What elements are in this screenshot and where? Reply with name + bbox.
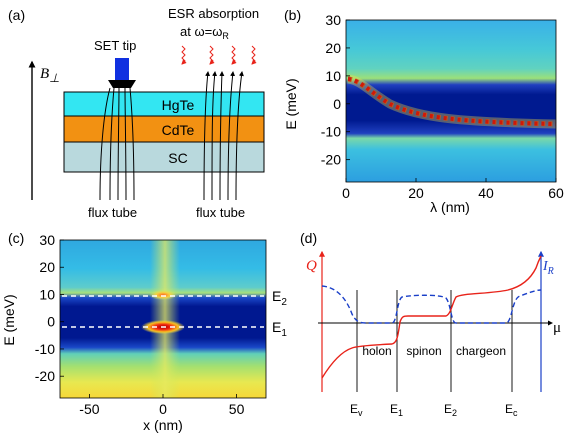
field-label: B⊥ [40, 66, 60, 85]
panel-c-ylabel: E (meV) [1, 294, 17, 345]
y-tick-label: 0 [47, 314, 55, 330]
panel-b-xticks: 0 20 40 60 [342, 178, 564, 201]
flux-tube-right [203, 71, 244, 201]
panel-b-yticks: 30 20 10 0 -10 -20 [321, 12, 350, 168]
x-tick-label: 60 [548, 185, 564, 201]
esr-photons [181, 45, 257, 65]
ir-curve [321, 285, 542, 324]
region-label-spinon: spinon [406, 344, 441, 358]
x-tick-label: 20 [408, 185, 424, 201]
x-tick-label: 0 [342, 185, 350, 201]
set-tip-head [108, 80, 136, 88]
edge-state-dots [347, 77, 557, 126]
x-tick-label: 40 [478, 185, 494, 201]
panel-b-frame [345, 19, 557, 183]
region-label-holon: holon [362, 344, 391, 358]
y-tick-label: 30 [39, 232, 55, 248]
y-tick-label: -10 [321, 124, 341, 140]
y-tick-label: -10 [35, 341, 55, 357]
panel-a-label: (a) [8, 7, 25, 23]
set-tip-body [115, 58, 129, 80]
panel-a: (a) B⊥ HgTe CdTe SC SET tip flux tube [8, 6, 265, 220]
layer-hgte-label: HgTe [162, 97, 195, 113]
y-tick-label: 20 [325, 40, 341, 56]
region-label-chargeon: chargeon [456, 344, 506, 358]
panel-b: (b) 30 20 10 0 -10 -20 0 20 40 60 E (meV) λ (nm) [283, 7, 564, 215]
panel-c: (c) 30 20 10 0 -10 -20 -50 0 50 E2 E1 E (meV) x… [1, 230, 287, 433]
y-tick-label: -20 [321, 152, 341, 168]
level-label-e2: E2 [272, 288, 287, 308]
flux-tube-right-label: flux tube [196, 205, 245, 220]
set-tip-label: SET tip [94, 38, 136, 53]
y-tick-label: 20 [39, 259, 55, 275]
tick-label-ec: Ec [505, 402, 518, 418]
esr-label-line2: at ω=ωR [180, 24, 229, 41]
tick-label-e1: E1 [390, 402, 403, 418]
panel-c-label: (c) [8, 230, 24, 246]
panel-b-label: (b) [284, 7, 301, 23]
y-tick-label: 10 [39, 286, 55, 302]
panel-d-label: (d) [300, 230, 317, 246]
panel-c-xlabel: x (nm) [143, 417, 183, 433]
x-tick-label: 0 [159, 401, 167, 417]
q-curve [321, 255, 542, 379]
x-tick-label: -50 [79, 401, 99, 417]
y-tick-label: 10 [325, 68, 341, 84]
ir-label: IR [542, 259, 554, 277]
q-label: Q [306, 258, 317, 274]
panel-c-xticks: -50 0 50 [79, 394, 245, 417]
tick-label-ev: Ev [350, 402, 363, 418]
region-separators [356, 290, 513, 392]
panel-b-xlabel: λ (nm) [430, 199, 470, 215]
layer-cdte-label: CdTe [162, 122, 195, 138]
esr-label-line1: ESR absorption [168, 6, 259, 21]
x-tick-label: 50 [229, 401, 245, 417]
bound-state-e2 [149, 290, 177, 300]
tick-label-e2: E2 [444, 402, 457, 418]
layer-sc-label: SC [168, 150, 187, 166]
y-tick-label: 0 [333, 96, 341, 112]
y-tick-label: -20 [35, 368, 55, 384]
level-label-e1: E1 [272, 319, 287, 339]
panel-d: (d) Q IR μ holon spinon chargeon Ev E1 E… [300, 230, 561, 418]
flux-tube-left-label: flux tube [88, 205, 137, 220]
panel-c-center-column [150, 240, 180, 398]
y-tick-label: 30 [325, 12, 341, 28]
flux-tube-left [99, 87, 135, 201]
mu-label: μ [553, 320, 561, 336]
layer-sc [63, 141, 265, 173]
panel-b-heatmap [346, 20, 556, 182]
panel-c-yticks: 30 20 10 0 -10 -20 [35, 232, 64, 384]
layer-cdte [63, 115, 265, 143]
panel-b-ylabel: E (meV) [283, 78, 299, 129]
